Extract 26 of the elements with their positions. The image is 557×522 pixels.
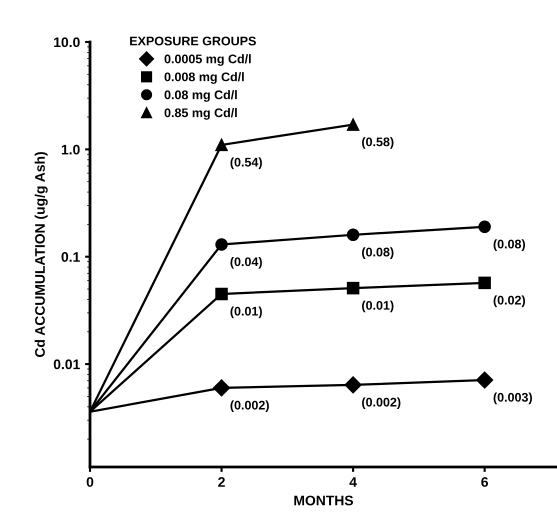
x-axis-title: MONTHS [294,496,354,506]
annotation: (0.02) [494,295,526,308]
annotation: (0.04) [230,256,262,269]
y-axis-title: Cd ACCUMULATION (ug/g Ash) [34,152,48,358]
y-tick-label: 1.0 [62,144,80,155]
legend-label: 0.0005 mg Cd/l [164,54,251,66]
x-tick-label: 0 [86,477,94,487]
legend-title: EXPOSURE GROUPS [130,36,256,46]
y-tick-label: 0.01 [54,359,80,370]
legend-label: 0.008 mg Cd/l [164,72,244,84]
annotation: (0.54) [230,157,262,170]
annotation: (0.01) [230,306,262,318]
annotation: (0.58) [362,137,394,149]
annotation: (0.002) [230,400,269,412]
y-tick-label: 10.0 [54,37,80,48]
annotation: (0.08) [494,239,526,251]
y-tick-label: 0.1 [62,252,80,262]
annotation: (0.01) [362,300,394,312]
x-tick-label: 6 [481,477,488,487]
legend-label: 0.85 mg Cd/l [164,108,237,120]
x-tick-label: 4 [349,477,357,487]
annotation: (0.08) [362,247,394,259]
legend-label: 0.08 mg Cd/l [164,90,237,102]
annotation: (0.003) [494,392,532,404]
x-tick-label: 2 [218,477,225,487]
annotation: (0.002) [362,397,400,410]
